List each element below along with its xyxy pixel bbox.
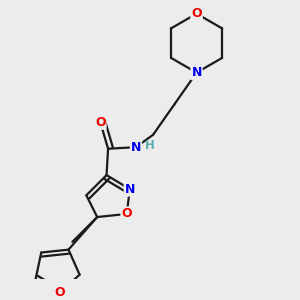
Text: N: N xyxy=(131,141,141,154)
Text: O: O xyxy=(54,286,64,299)
Text: N: N xyxy=(124,183,135,196)
Text: O: O xyxy=(191,7,202,20)
Text: H: H xyxy=(145,139,155,152)
Text: O: O xyxy=(122,207,132,220)
Text: N: N xyxy=(191,66,202,79)
Text: O: O xyxy=(95,116,106,129)
